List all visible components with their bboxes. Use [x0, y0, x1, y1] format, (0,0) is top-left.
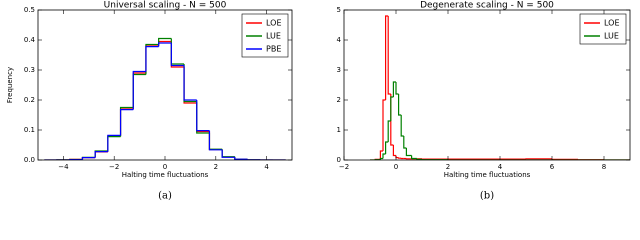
histogram-step — [551, 158, 578, 160]
histogram-step — [183, 64, 197, 103]
histogram-step — [119, 106, 134, 137]
histogram-step — [379, 150, 383, 160]
histogram-step — [145, 43, 159, 75]
histogram-step — [400, 115, 404, 137]
histogram-step — [398, 94, 402, 116]
histogram-step — [170, 43, 185, 67]
histogram-step — [132, 70, 146, 110]
histogram-step — [196, 100, 210, 132]
histogram-step — [132, 72, 146, 109]
histogram-step — [183, 65, 197, 101]
histogram-step — [183, 67, 197, 104]
histogram-step — [119, 108, 134, 136]
y-tick-label: 0.4 — [24, 36, 36, 44]
histogram-step — [119, 109, 134, 136]
histogram-step — [392, 145, 396, 157]
y-tick-label: 0.0 — [24, 156, 35, 164]
histogram-step — [94, 151, 108, 158]
x-tick-label: 6 — [550, 163, 555, 171]
y-axis-label: Frequency — [6, 67, 14, 103]
histogram-step — [196, 101, 210, 134]
figure: −4 −2 0 2 40.00.10.20.30.40.5 Universal scali… — [6, 1, 631, 202]
histogram-step — [158, 42, 172, 47]
y-tick-label: 0.2 — [24, 96, 35, 104]
histogram-step — [392, 81, 396, 97]
x-tick-label: 0 — [394, 163, 398, 171]
x-tick-label: 2 — [446, 163, 450, 171]
x-axis-label: Halting time fluctuations — [444, 171, 531, 179]
histogram-step — [416, 158, 422, 160]
legend-label: LUE — [266, 32, 281, 41]
x-tick-label: 4 — [264, 163, 269, 171]
histogram-step — [398, 157, 402, 159]
histogram-step — [387, 120, 391, 142]
histogram-step — [81, 157, 96, 160]
histogram-step — [405, 148, 412, 157]
chart-title: Degenerate scaling - N = 500 — [420, 1, 554, 11]
histogram-step — [395, 82, 399, 95]
histogram-step — [382, 99, 386, 151]
histogram-step — [385, 15, 389, 100]
legend-label: PBE — [266, 45, 281, 54]
histogram-step — [145, 46, 159, 72]
histogram-step — [382, 153, 386, 159]
x-tick-label: 8 — [602, 163, 606, 171]
histogram-step — [403, 136, 407, 149]
histogram-step — [208, 130, 223, 151]
y-tick-label: 0.1 — [24, 126, 35, 134]
axes-frame — [343, 9, 631, 161]
x-tick-label: 2 — [214, 163, 218, 171]
histogram-step — [107, 134, 121, 152]
y-tick-label: 2 — [337, 96, 341, 104]
legend-box — [579, 13, 627, 45]
x-tick-label: 0 — [163, 163, 167, 171]
histogram-step — [411, 155, 417, 160]
legend-label: LUE — [604, 32, 619, 41]
x-tick-label: −2 — [339, 163, 349, 171]
histogram-step — [94, 151, 108, 158]
caption: (a) — [158, 191, 172, 202]
y-tick-label: 4 — [337, 36, 342, 44]
y-tick-label: 5 — [337, 6, 341, 14]
legend-label: LOE — [266, 19, 282, 28]
y-tick-label: 3 — [337, 66, 341, 74]
x-tick-label: −4 — [58, 163, 69, 171]
y-tick-label: 0.5 — [24, 6, 35, 14]
histogram-step — [387, 16, 391, 95]
plot-area — [44, 37, 286, 160]
histogram-step — [379, 157, 383, 160]
histogram-step — [221, 149, 235, 158]
y-tick-label: 0.3 — [24, 66, 35, 74]
histogram-step — [196, 103, 210, 133]
x-tick-label: 4 — [498, 163, 503, 171]
y-tick-label: 0 — [337, 156, 341, 164]
histogram-step — [145, 45, 159, 73]
histogram-step — [132, 73, 146, 108]
histogram-step — [208, 133, 223, 150]
histogram-step — [221, 149, 235, 158]
histogram-step — [234, 157, 248, 160]
histogram-step — [170, 41, 185, 68]
histogram-step — [158, 40, 172, 46]
chart-title: Universal scaling - N = 500 — [104, 1, 227, 11]
histogram-step — [170, 38, 185, 65]
y-tick-label: 1 — [337, 126, 341, 134]
x-tick-label: −2 — [109, 163, 119, 171]
histogram-step — [385, 141, 389, 154]
legend-label: LOE — [604, 19, 620, 28]
histogram-step — [395, 155, 399, 159]
histogram-step — [221, 149, 235, 158]
caption: (b) — [480, 191, 494, 202]
histogram-step — [390, 96, 394, 121]
histogram-step — [208, 131, 223, 151]
chart-panel: −4 −2 0 2 4 0.0 0.1 0.2 0.3 0.4 0.5 Universal scali… — [6, 1, 293, 202]
histogram-step — [107, 136, 121, 151]
histogram-step — [107, 135, 121, 152]
x-axis-label: Halting time fluctuations — [122, 171, 209, 179]
